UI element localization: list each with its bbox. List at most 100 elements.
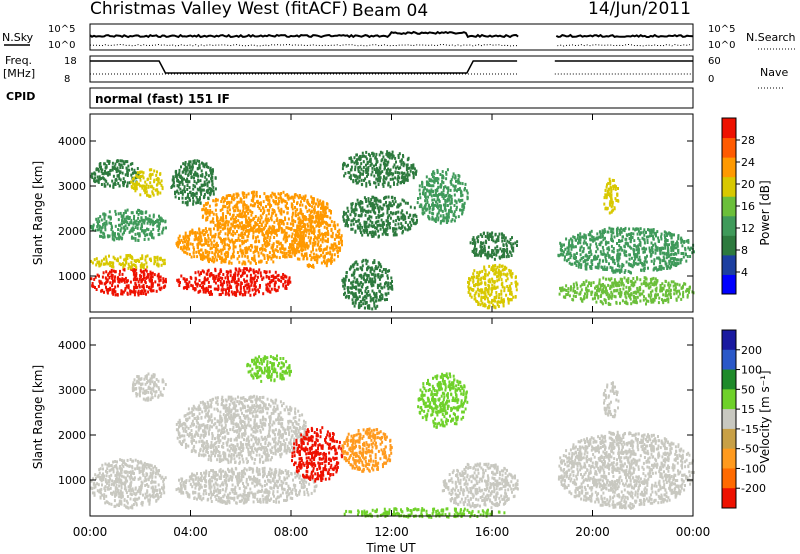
heatmap-cell [373,174,376,178]
heatmap-cell [100,229,103,233]
heatmap-cell [160,183,163,187]
heatmap-cell [140,184,143,188]
heatmap-cell [226,206,229,210]
heatmap-cell [275,199,278,203]
heatmap-cell [238,267,241,271]
heatmap-cell [355,179,357,183]
heatmap-cell [286,222,289,226]
heatmap-cell [299,231,302,235]
heatmap-cell [378,269,381,272]
heatmap-cell [268,231,270,235]
heatmap-cell [114,293,117,297]
heatmap-cell [258,228,261,232]
heatmap-cell [156,224,159,228]
heatmap-cell [429,205,431,209]
heatmap-cell [241,233,244,237]
heatmap-cell [628,289,631,293]
heatmap-cell [280,209,283,213]
heatmap-cell [302,225,305,228]
heatmap-cell [494,306,497,310]
heatmap-cell [407,173,410,177]
heatmap-cell [241,242,244,246]
heatmap-cell [98,224,101,228]
heatmap-cell [123,229,126,232]
heatmap-cell [676,289,679,293]
heatmap-cell [386,226,389,230]
heatmap-cell [436,198,439,202]
heatmap-cell [121,166,124,169]
heatmap-cell [299,239,302,243]
heatmap-cell [302,239,305,243]
heatmap-cell [496,275,498,279]
heatmap-cell [347,296,350,300]
heatmap-cell [225,290,228,294]
heatmap-cell [130,218,133,222]
heatmap-cell [242,241,245,245]
heatmap-cell [242,228,245,232]
heatmap-cell [495,270,497,274]
heatmap-cell [488,264,491,268]
heatmap-cell [135,187,138,191]
heatmap-cell [266,234,269,237]
heatmap-cell [407,223,410,227]
heatmap-cell [500,296,503,300]
heatmap-cell [151,172,154,176]
heatmap-cell [502,248,505,251]
heatmap-cell [389,177,392,181]
heatmap-cell [184,245,187,249]
heatmap-cell [481,235,484,238]
heatmap-cell [440,193,443,197]
heatmap-cell [101,275,104,279]
heatmap-cell [503,289,506,293]
heatmap-cell [433,218,436,222]
heatmap-cell [204,278,207,282]
heatmap-cell [106,278,109,282]
heatmap-cell [313,197,315,201]
heatmap-cell [210,169,213,172]
heatmap-cell [354,229,357,233]
heatmap-cell [149,232,152,235]
heatmap-cell [461,193,464,197]
heatmap-cell [380,159,383,163]
heatmap-cell [112,255,115,259]
heatmap-cell [152,236,155,240]
heatmap-cell [324,234,327,238]
heatmap-cell [361,298,364,302]
heatmap-cell [379,205,382,209]
heatmap-cell [265,239,268,243]
heatmap-cell [120,292,123,296]
heatmap-cell [379,282,382,286]
heatmap-cell [432,189,434,193]
heatmap-cell [636,286,639,290]
heatmap-cell [447,213,450,217]
heatmap-cell [353,304,356,308]
heatmap-cell [294,229,297,233]
heatmap-cell [119,171,121,175]
heatmap-cell [102,271,105,275]
heatmap-cell [475,253,478,257]
heatmap-cell [113,277,116,281]
heatmap-cell [96,220,99,224]
heatmap-cell [241,231,243,235]
heatmap-cell [302,237,305,241]
heatmap-cell [182,235,185,239]
heatmap-cell [149,233,152,237]
heatmap-cell [404,175,407,179]
heatmap-cell [140,175,143,178]
heatmap-cell [199,235,202,239]
heatmap-cell [283,235,286,239]
heatmap-cell [359,165,362,169]
heatmap-cell [665,290,667,294]
heatmap-cell [367,280,370,284]
heatmap-cell [205,212,208,216]
heatmap-cell [447,188,450,192]
heatmap-cell [111,281,114,285]
heatmap-cell [284,200,287,204]
heatmap-cell [186,200,189,204]
heatmap-cell [508,298,511,301]
heatmap-cell [202,281,205,284]
heatmap-cell [473,275,475,279]
heatmap-cell [268,277,271,280]
heatmap-cell [381,207,384,211]
heatmap-cell [253,224,256,228]
